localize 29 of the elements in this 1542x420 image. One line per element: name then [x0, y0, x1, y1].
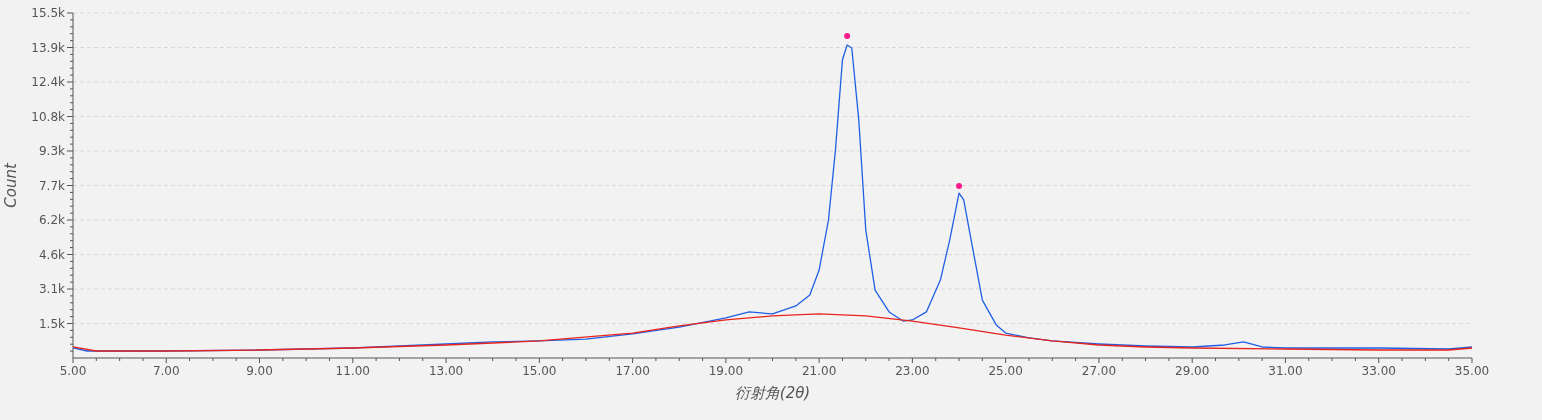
y-tick-label: 15.5k	[31, 6, 66, 20]
y-tick-label: 12.4k	[31, 75, 66, 89]
y-tick-label: 3.1k	[38, 282, 66, 296]
y-axis-title: Count	[2, 162, 20, 208]
x-tick-label: 23.00	[895, 364, 930, 378]
y-tick-label: 7.7k	[38, 178, 66, 193]
x-tick-label: 11.00	[335, 364, 370, 378]
x-tick-label: 35.00	[1454, 364, 1490, 378]
line-series	[72, 313, 1473, 352]
y-tick-label: 6.2k	[38, 213, 66, 227]
y-tick-label: 4.6k	[38, 247, 66, 262]
x-tick-label: 17.00	[615, 364, 650, 378]
x-tick-label: 19.00	[708, 364, 744, 378]
x-tick-label: 5.00	[59, 364, 87, 378]
x-axis-title: 衍射角(2θ)	[734, 384, 811, 402]
x-tick-label: 27.00	[1081, 364, 1117, 378]
y-tick-label: 10.8k	[31, 109, 66, 124]
x-tick-label: 31.00	[1268, 364, 1303, 378]
x-tick-label: 29.00	[1175, 364, 1210, 378]
x-tick-label: 33.00	[1361, 364, 1396, 378]
x-tick-label: 9.00	[246, 364, 273, 378]
x-tick-label: 25.00	[988, 364, 1023, 378]
x-tick-label: 13.00	[428, 364, 464, 378]
y-tick-label: 13.9k	[31, 40, 66, 55]
y-tick-label: 1.5k	[38, 316, 66, 331]
x-tick-label: 7.00	[152, 364, 180, 378]
y-tick-label: 9.3k	[38, 144, 66, 158]
x-tick-label: 21.00	[801, 364, 837, 378]
x-tick-label: 15.00	[522, 364, 557, 378]
